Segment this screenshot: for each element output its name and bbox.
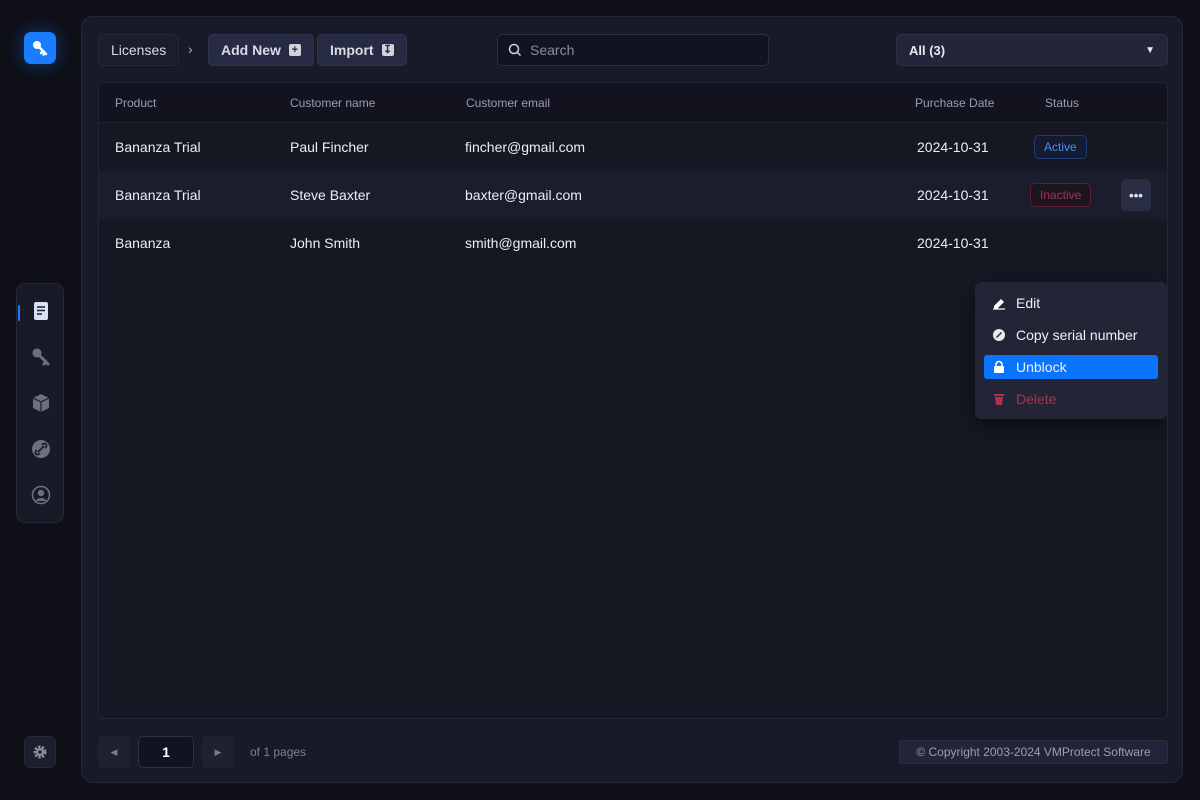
filter-value: All (3)	[909, 42, 946, 58]
col-status[interactable]: Status	[1045, 95, 1080, 110]
table-row[interactable]: Bananza Trial Steve Baxter baxter@gmail.…	[99, 171, 1167, 219]
trash-icon	[994, 394, 1004, 405]
add-new-button[interactable]: Add New +	[208, 34, 314, 66]
import-icon: ↧	[381, 44, 394, 56]
table-header: Product Customer name Customer email Pur…	[99, 83, 1167, 123]
row-actions-button[interactable]: •••	[1121, 179, 1151, 211]
sidebar-item-links[interactable]	[29, 437, 53, 461]
copyright: © Copyright 2003-2024 VMProtect Software	[899, 740, 1168, 764]
gear-icon	[33, 745, 47, 759]
cube-icon	[32, 394, 50, 412]
link-icon	[32, 440, 50, 458]
edit-label: Edit	[1016, 295, 1041, 311]
document-icon	[34, 302, 48, 320]
search-icon	[508, 43, 522, 57]
licenses-table: Product Customer name Customer email Pur…	[98, 82, 1168, 719]
status-filter-select[interactable]: All (3) ▼	[896, 34, 1168, 66]
menu-item-copy-serial[interactable]: Copy serial number	[984, 323, 1158, 347]
main-panel: Licenses › Add New + Import ↧ All (3) ▼ …	[81, 16, 1183, 783]
col-purchase-date[interactable]: Purchase Date	[915, 95, 995, 110]
date-cell: 2024-10-31	[917, 139, 989, 155]
table-row[interactable]: Bananza John Smith smith@gmail.com 2024-…	[99, 219, 1167, 267]
status-badge: Inactive	[1030, 183, 1092, 207]
next-page-button[interactable]: ▶	[202, 736, 234, 768]
unblock-label: Unblock	[1016, 359, 1067, 375]
row-actions-menu: Edit Copy serial number Unblock Delete	[975, 282, 1167, 419]
import-label: Import	[330, 42, 374, 58]
name-cell: John Smith	[290, 235, 361, 251]
table-row[interactable]: Bananza Trial Paul Fincher fincher@gmail…	[99, 123, 1167, 171]
date-cell: 2024-10-31	[917, 187, 989, 203]
key-icon	[32, 348, 50, 366]
prev-page-button[interactable]: ◀	[98, 736, 130, 768]
app-logo[interactable]	[24, 32, 56, 64]
sidebar-nav	[16, 283, 64, 523]
page-number-input[interactable]	[138, 736, 194, 768]
email-cell: smith@gmail.com	[465, 235, 577, 251]
name-cell: Steve Baxter	[290, 187, 371, 203]
sidebar-item-licenses[interactable]	[29, 299, 53, 323]
date-cell: 2024-10-31	[917, 235, 989, 251]
breadcrumb-separator: ›	[188, 41, 193, 57]
search-box[interactable]	[497, 34, 769, 66]
user-circle-icon	[31, 485, 51, 505]
search-input[interactable]	[530, 42, 750, 58]
product-cell: Bananza Trial	[115, 139, 201, 155]
menu-item-edit[interactable]: Edit	[984, 291, 1158, 315]
sidebar-item-account[interactable]	[29, 483, 53, 507]
pencil-icon	[993, 299, 1005, 310]
import-button[interactable]: Import ↧	[317, 34, 407, 66]
chevron-right-icon: ▶	[214, 746, 222, 757]
name-cell: Paul Fincher	[290, 139, 369, 155]
active-indicator	[18, 305, 20, 321]
plus-icon: +	[288, 44, 301, 56]
chevron-left-icon: ◀	[110, 746, 118, 757]
status-badge: Active	[1034, 135, 1087, 159]
product-cell: Bananza	[115, 235, 171, 251]
copy-serial-label: Copy serial number	[1016, 327, 1138, 343]
sidebar-item-products[interactable]	[29, 391, 53, 415]
breadcrumb-licenses[interactable]: Licenses	[98, 34, 180, 66]
key-icon	[33, 41, 48, 56]
email-cell: baxter@gmail.com	[465, 187, 582, 203]
add-new-label: Add New	[221, 42, 281, 58]
col-customer-name[interactable]: Customer name	[290, 95, 376, 110]
product-cell: Bananza Trial	[115, 187, 201, 203]
email-cell: fincher@gmail.com	[465, 139, 586, 155]
lock-icon	[994, 360, 1004, 373]
sidebar-item-keys[interactable]	[29, 345, 53, 369]
link-icon	[993, 329, 1005, 341]
delete-label: Delete	[1016, 391, 1057, 407]
settings-button[interactable]	[24, 736, 56, 768]
menu-item-delete[interactable]: Delete	[984, 387, 1158, 411]
col-customer-email[interactable]: Customer email	[466, 95, 551, 110]
col-product[interactable]: Product	[115, 95, 157, 110]
page-count: of 1 pages	[250, 745, 307, 759]
chevron-down-icon: ▼	[1145, 44, 1155, 56]
menu-item-unblock[interactable]: Unblock	[984, 355, 1158, 379]
